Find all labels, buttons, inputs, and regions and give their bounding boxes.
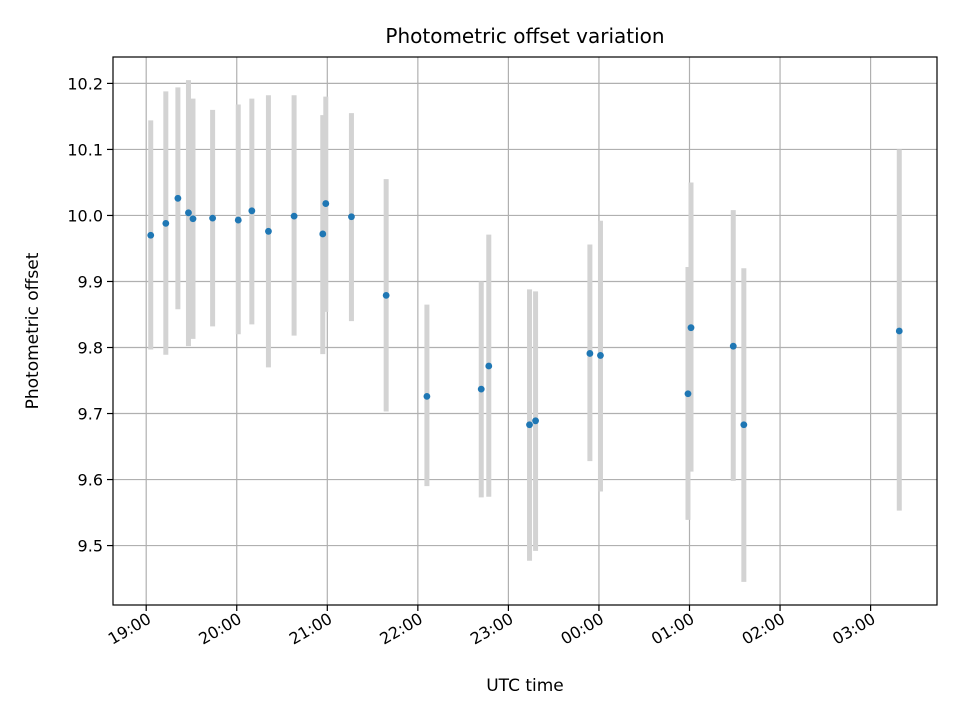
data-point <box>532 417 539 425</box>
y-tick-label: 10.0 <box>67 206 103 225</box>
x-axis-title: UTC time <box>486 676 564 696</box>
y-tick-label: 9.6 <box>78 471 103 490</box>
data-point <box>382 291 390 299</box>
data-point <box>234 216 242 224</box>
data-point <box>729 342 737 350</box>
y-tick-label: 9.7 <box>78 405 103 424</box>
data-point <box>209 214 217 222</box>
data-point <box>248 207 256 215</box>
data-point <box>586 350 594 357</box>
chart-title: Photometric offset variation <box>385 24 664 48</box>
data-points <box>147 194 903 429</box>
data-point <box>348 213 355 221</box>
data-point <box>526 421 533 429</box>
data-point <box>162 219 170 227</box>
y-tick-label: 9.9 <box>78 272 103 291</box>
data-point <box>290 212 298 220</box>
data-point <box>185 209 192 217</box>
data-point <box>189 215 197 223</box>
plot-frame <box>112 56 938 606</box>
data-point <box>423 392 431 400</box>
y-tick-label: 10.2 <box>67 74 103 93</box>
data-point <box>319 230 327 238</box>
data-point <box>895 327 903 335</box>
y-tick-label: 10.1 <box>67 140 103 159</box>
y-tick-label: 9.5 <box>78 537 103 556</box>
data-point <box>147 231 155 239</box>
data-point <box>265 227 272 235</box>
y-axis-title: Photometric offset <box>23 252 43 409</box>
data-point <box>322 200 330 207</box>
data-point <box>740 421 748 429</box>
data-point <box>477 385 485 393</box>
data-point <box>684 390 692 398</box>
y-axis: 9.5 9.6 9.7 9.8 9.9 10.0 10.1 10.2 <box>67 74 113 556</box>
data-point <box>597 352 604 359</box>
data-point <box>174 194 182 202</box>
y-tick-label: 9.8 <box>78 339 103 358</box>
data-point <box>485 362 493 370</box>
data-point <box>687 324 695 332</box>
